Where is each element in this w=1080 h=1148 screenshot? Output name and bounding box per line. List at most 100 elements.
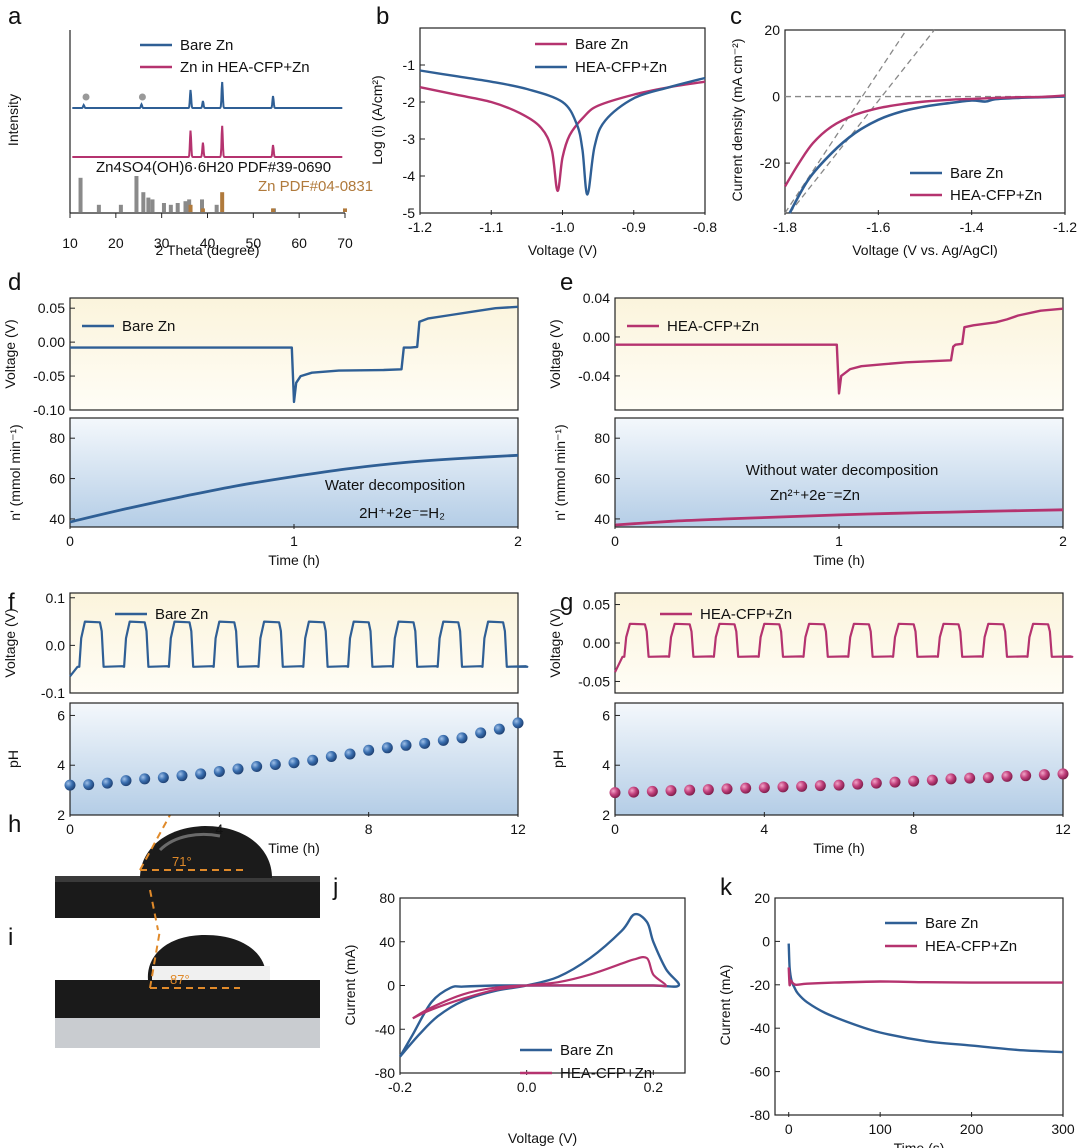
b-x-tick-label: -0.8: [693, 219, 717, 235]
f-legend-label: Bare Zn: [155, 606, 208, 623]
d-top-y-tick-label: -0.10: [33, 402, 65, 418]
b-x-tick-label: -0.9: [622, 219, 646, 235]
a-ref-bar-zn: [200, 208, 205, 212]
k-x-tick-label: 0: [785, 1121, 793, 1137]
d-bottom-y-tick-label: 80: [49, 430, 65, 446]
f-ph-point: [232, 763, 244, 775]
a-annotation-zn4so4: Zn4SO4(OH)6·6H20 PDF#39-0690: [96, 159, 331, 176]
a-x-tick-label: 40: [200, 235, 216, 251]
c-x-tick-label: -1.8: [773, 219, 797, 235]
f-ph-point: [400, 739, 412, 751]
f-ph-point: [307, 754, 319, 766]
a-x-tick-label: 20: [108, 235, 124, 251]
a-ref-bar-zn4so4: [200, 199, 204, 212]
k-y-tick-label: -20: [750, 977, 770, 993]
k-y-tick-label: -60: [750, 1064, 770, 1080]
d-legend-label: Bare Zn: [122, 318, 175, 335]
f-top-y-axis-title: Voltage (V): [2, 608, 18, 677]
g-ph-point: [1038, 769, 1050, 781]
f-ph-point: [363, 744, 375, 756]
f-x-tick-label: 8: [365, 821, 373, 837]
k-series-bare-zn: [787, 943, 1064, 1054]
f-ph-point: [288, 757, 300, 769]
f-top-y-tick-label: -0.1: [41, 685, 65, 701]
g-top-series: [614, 622, 1074, 673]
g-top-y-tick-label: 0.00: [583, 635, 610, 651]
e-top-y-tick-label: 0.04: [583, 290, 610, 306]
b-series-hea-cfp: [419, 69, 706, 196]
f-x-tick-label: 4: [215, 821, 223, 837]
d-x-tick-label: 2: [514, 533, 522, 549]
f-top-frame: [69, 592, 519, 694]
d-x-tick-label: 0: [66, 533, 74, 549]
b-plot-frame: [419, 27, 706, 214]
a-peak-marker: [138, 93, 146, 101]
k-y-tick-label: 0: [762, 933, 770, 949]
g-top-y-tick-label: 0.05: [583, 597, 610, 613]
b-y-tick-label: -4: [403, 168, 416, 184]
panel-letter-b: b: [376, 3, 389, 30]
a-legend-bare-zn-label: Bare Zn: [180, 37, 233, 54]
d-top-y-tick-label: 0.00: [38, 334, 65, 350]
b-x-tick-label: -1.1: [479, 219, 503, 235]
g-ph-point: [852, 778, 864, 790]
f-ph-point: [120, 775, 132, 787]
a-ref-bar-zn4so4: [175, 203, 180, 212]
c-x-tick-label: -1.2: [1053, 219, 1077, 235]
g-legend-label: HEA-CFP+Zn: [700, 606, 792, 623]
g-top-y-tick-label: -0.05: [578, 673, 610, 689]
g-ph-point: [702, 784, 714, 796]
e-top-y-tick-label: -0.04: [578, 368, 610, 384]
a-series-bare-zn: [72, 81, 343, 109]
g-ph-point: [684, 784, 696, 796]
f-ph-point: [139, 773, 151, 785]
j-x-tick-label: 0.0: [517, 1079, 537, 1095]
g-ph-point: [665, 785, 677, 797]
contact-angle-photo-bare-zn: 71°: [55, 814, 320, 925]
c-y-tick-label: 0: [772, 89, 780, 105]
g-ph-point: [964, 772, 976, 784]
c-series-hea-cfp: [783, 94, 1066, 188]
g-ph-point: [870, 777, 882, 789]
a-x-tick-label: 30: [154, 235, 170, 251]
a-ref-bar-zn4so4: [161, 203, 166, 212]
j-legend-hea-cfp-label: HEA-CFP+Zn: [560, 1065, 652, 1082]
g-ph-point: [833, 779, 845, 791]
d-bottom-y-axis-title: n' (mmol min⁻¹): [7, 424, 23, 520]
g-bottom-y-tick-label: 6: [602, 707, 610, 723]
a-y-axis-title: Intensity: [5, 94, 21, 146]
g-ph-point: [609, 787, 621, 799]
f-ph-point: [213, 765, 225, 777]
g-ph-point: [628, 786, 640, 798]
f-ph-point: [251, 760, 263, 772]
e-bottom-y-tick-label: 40: [594, 511, 610, 527]
f-bottom-y-tick-label: 4: [57, 757, 65, 773]
a-ref-bar-zn: [188, 204, 193, 212]
f-ph-point: [157, 772, 169, 784]
c-x-axis-title: Voltage (V vs. Ag/AgCl): [852, 242, 998, 258]
e-x-tick-label: 1: [835, 533, 843, 549]
f-ph-point: [381, 742, 393, 754]
c-plot-frame: [784, 29, 1066, 214]
a-ref-bar-zn4so4: [150, 199, 155, 212]
c-x-tick-label: -1.4: [960, 219, 984, 235]
g-bottom-y-axis-title: pH: [550, 750, 566, 768]
d-annotation-1: Water decomposition: [325, 477, 465, 494]
a-ref-bar-zn4so4: [168, 204, 173, 212]
f-ph-point: [325, 751, 337, 763]
j-y-axis-title: Current (mA): [342, 945, 358, 1026]
f-ph-point: [101, 777, 113, 789]
f-x-tick-label: 0: [66, 821, 74, 837]
k-y-tick-label: 20: [754, 890, 770, 906]
c-legend-bare-zn-label: Bare Zn: [950, 165, 1003, 182]
g-ph-point: [889, 776, 901, 788]
contact-angle-label-h: 71°: [172, 854, 192, 869]
b-y-tick-label: -5: [403, 205, 416, 221]
g-x-tick-label: 12: [1055, 821, 1071, 837]
g-x-tick-label: 4: [760, 821, 768, 837]
g-ph-point: [1001, 770, 1013, 782]
e-x-tick-label: 2: [1059, 533, 1067, 549]
k-y-axis-title: Current (mA): [717, 965, 733, 1046]
k-y-tick-label: -80: [750, 1107, 770, 1123]
b-x-tick-label: -1.0: [550, 219, 574, 235]
